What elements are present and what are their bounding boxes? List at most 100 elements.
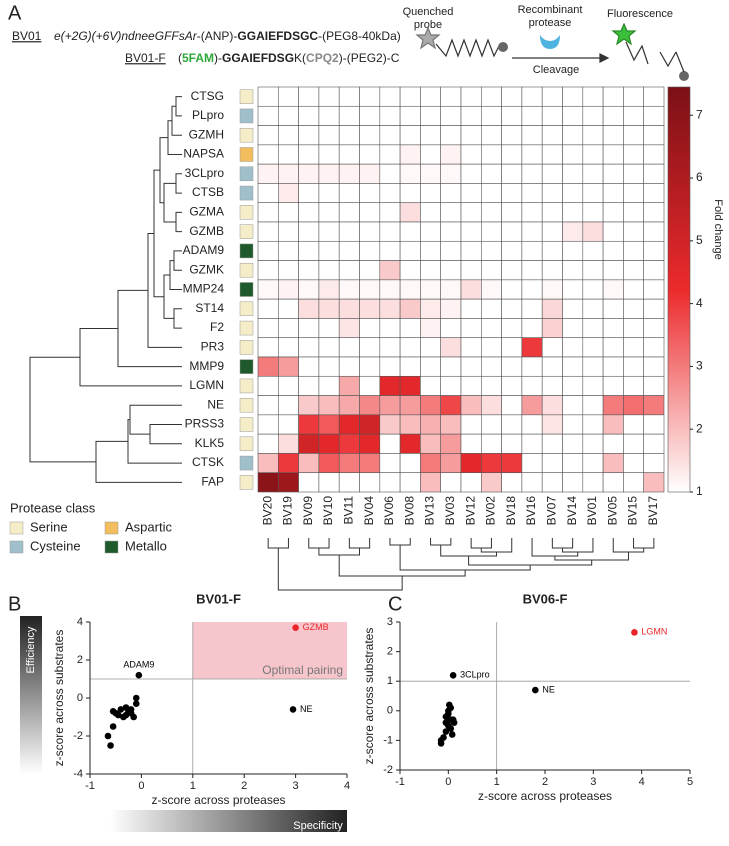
heatmap-cell <box>257 163 279 184</box>
heatmap-cell <box>460 356 482 377</box>
heatmap-cell <box>582 240 604 261</box>
heatmap-cell <box>257 414 279 435</box>
heatmap-cell <box>257 221 279 242</box>
column-label: BV20 <box>260 496 274 526</box>
heatmap-cell <box>602 163 624 184</box>
row-dendrogram <box>169 260 182 290</box>
heatmap-cell <box>359 414 381 435</box>
heatmap-cell <box>318 298 340 319</box>
heatmap-cell <box>277 356 299 377</box>
heatmap-cell <box>298 260 320 281</box>
heatmap-cell <box>359 202 381 223</box>
heatmap-cell <box>643 221 665 242</box>
heatmap-cell <box>643 318 665 339</box>
column-dendrogram <box>277 548 403 591</box>
heatmap-cell <box>602 125 624 146</box>
x-tick-label: 0 <box>138 780 144 792</box>
heatmap-cell <box>623 318 645 339</box>
heatmap-cell <box>420 144 441 165</box>
heatmap-cell <box>379 125 401 146</box>
heatmap-cell <box>480 279 502 300</box>
class-swatch <box>239 166 254 182</box>
heatmap-cell <box>480 105 502 126</box>
heatmap-cell <box>501 183 523 204</box>
heatmap-cell <box>318 260 340 281</box>
legend-label: Aspartic <box>125 519 172 534</box>
heatmap-cell <box>298 453 320 474</box>
heatmap-cell <box>582 375 604 396</box>
heatmap-cell <box>623 356 645 377</box>
heatmap-cell <box>338 472 360 493</box>
heatmap-cell <box>521 472 543 493</box>
heatmap-cell <box>440 298 462 319</box>
heatmap-cell <box>643 125 665 146</box>
heatmap-cell <box>440 453 462 474</box>
sequence-part: CPQ2 <box>306 51 339 65</box>
heatmap-cell <box>541 298 563 319</box>
column-dendrogram <box>318 548 360 556</box>
heatmap-cell <box>521 144 543 165</box>
column-label: BV09 <box>301 496 315 526</box>
heatmap-cell <box>399 395 421 416</box>
legend-swatch <box>9 521 24 535</box>
sequence-part: )-(PEG2)-C <box>339 51 400 65</box>
heatmap-cell <box>257 356 279 377</box>
heatmap-cell <box>318 375 340 396</box>
x-tick-label: 2 <box>241 780 247 792</box>
heatmap-cell <box>420 163 441 184</box>
heatmap-cell <box>440 125 462 146</box>
heatmap-cell <box>399 318 421 339</box>
row-label: MMP9 <box>189 359 224 373</box>
point <box>292 624 299 631</box>
schematic-label: probe <box>414 19 442 31</box>
class-swatch <box>239 108 254 124</box>
chart-title: BV06-F <box>523 591 568 606</box>
heatmap-cell <box>420 318 441 339</box>
heatmap-cell <box>643 144 665 165</box>
efficiency-wedge <box>20 616 42 774</box>
heatmap-cell <box>257 279 279 300</box>
y-tick-label: -2 <box>383 764 393 776</box>
heatmap-cell <box>480 298 502 319</box>
heatmap-cell <box>541 183 563 204</box>
heatmap-cell <box>460 144 482 165</box>
heatmap-cell <box>379 105 401 126</box>
heatmap-cell <box>602 318 624 339</box>
point <box>132 700 140 707</box>
heatmap-cell <box>399 279 421 300</box>
heatmap-cell <box>359 472 381 493</box>
heatmap-cell <box>298 375 320 396</box>
heatmap-cell <box>480 356 502 377</box>
heatmap-cell <box>399 202 421 223</box>
heatmap-cell <box>440 395 462 416</box>
heatmap-cell <box>480 453 502 474</box>
legend-title: Protease class <box>10 500 96 515</box>
heatmap-cell <box>420 414 441 435</box>
heatmap-cell <box>318 337 340 358</box>
point <box>447 725 455 732</box>
heatmap-cell <box>277 240 299 261</box>
heatmap-cell <box>562 183 584 204</box>
point-label: 3CLpro <box>460 670 490 680</box>
heatmap-cell <box>582 86 604 107</box>
heatmap-cell <box>399 183 421 204</box>
heatmap-cell <box>521 318 543 339</box>
heatmap-cell <box>420 395 441 416</box>
heatmap-cell <box>359 240 381 261</box>
heatmap-cell <box>420 221 441 242</box>
heatmap-cell <box>460 375 482 396</box>
schematic-label: protease <box>529 17 572 29</box>
heatmap-cell <box>541 453 563 474</box>
heatmap-cell <box>440 414 462 435</box>
row-dendrogram <box>79 328 182 387</box>
heatmap-cell <box>277 279 299 300</box>
heatmap-cell <box>623 433 645 454</box>
sequence-part: GGAIEFDSGC <box>237 29 318 43</box>
heatmap-cell <box>318 144 340 165</box>
heatmap-cell <box>440 240 462 261</box>
heatmap-cell <box>562 125 584 146</box>
class-swatch <box>239 340 254 355</box>
heatmap-cell <box>643 163 665 184</box>
heatmap-cell <box>338 433 360 454</box>
heatmap-cell <box>460 414 482 435</box>
